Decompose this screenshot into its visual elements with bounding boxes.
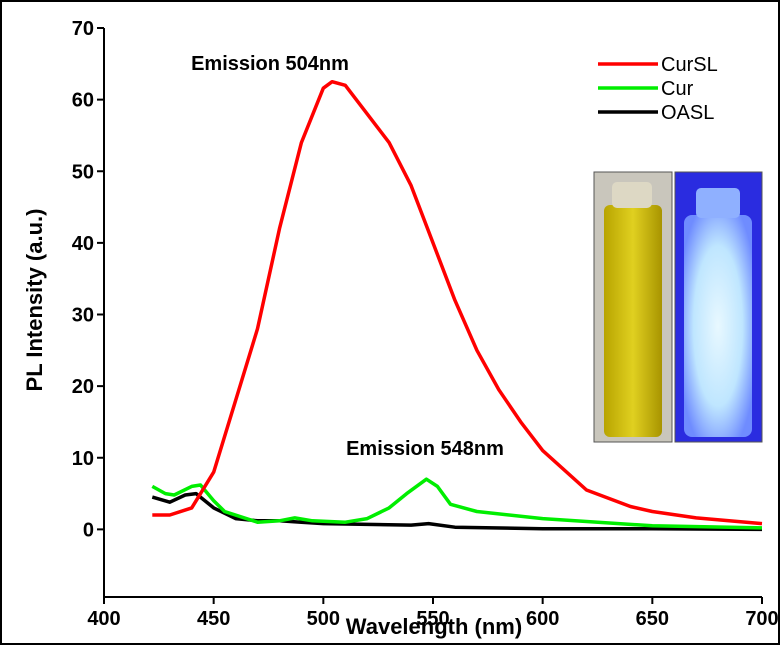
series-line (152, 79, 763, 526)
legend-label: Cur (661, 78, 694, 100)
x-tick-label: 500 (307, 608, 340, 630)
x-tick-label: 400 (87, 608, 120, 630)
y-tick-label: 40 (72, 233, 94, 255)
legend-label: CurSL (661, 54, 718, 76)
x-tick-label: 450 (197, 608, 230, 630)
vial-cap-uv (696, 188, 740, 218)
y-axis-label: PL Intensity (a.u.) (22, 209, 47, 392)
x-tick-label: 600 (526, 608, 559, 630)
vial-cap (612, 182, 652, 208)
y-tick-label: 50 (72, 161, 94, 183)
vial-glow (684, 215, 752, 437)
x-tick-label: 700 (745, 608, 778, 630)
y-tick-label: 70 (72, 18, 94, 40)
annotation: Emission 548nm (346, 438, 504, 460)
y-tick-label: 0 (83, 519, 94, 541)
vial-yellow (604, 205, 662, 437)
inset-photo (593, 171, 763, 443)
annotation: Emission 504nm (191, 53, 349, 75)
y-tick-label: 60 (72, 90, 94, 112)
y-tick-label: 30 (72, 305, 94, 327)
legend-label: OASL (661, 102, 714, 124)
x-tick-label: 550 (416, 608, 449, 630)
series-line (151, 477, 763, 530)
x-axis-label: Wavelength (nm) (346, 614, 522, 639)
y-tick-label: 20 (72, 376, 94, 398)
series-line (151, 491, 763, 532)
y-tick-label: 10 (72, 448, 94, 470)
x-tick-label: 650 (636, 608, 669, 630)
